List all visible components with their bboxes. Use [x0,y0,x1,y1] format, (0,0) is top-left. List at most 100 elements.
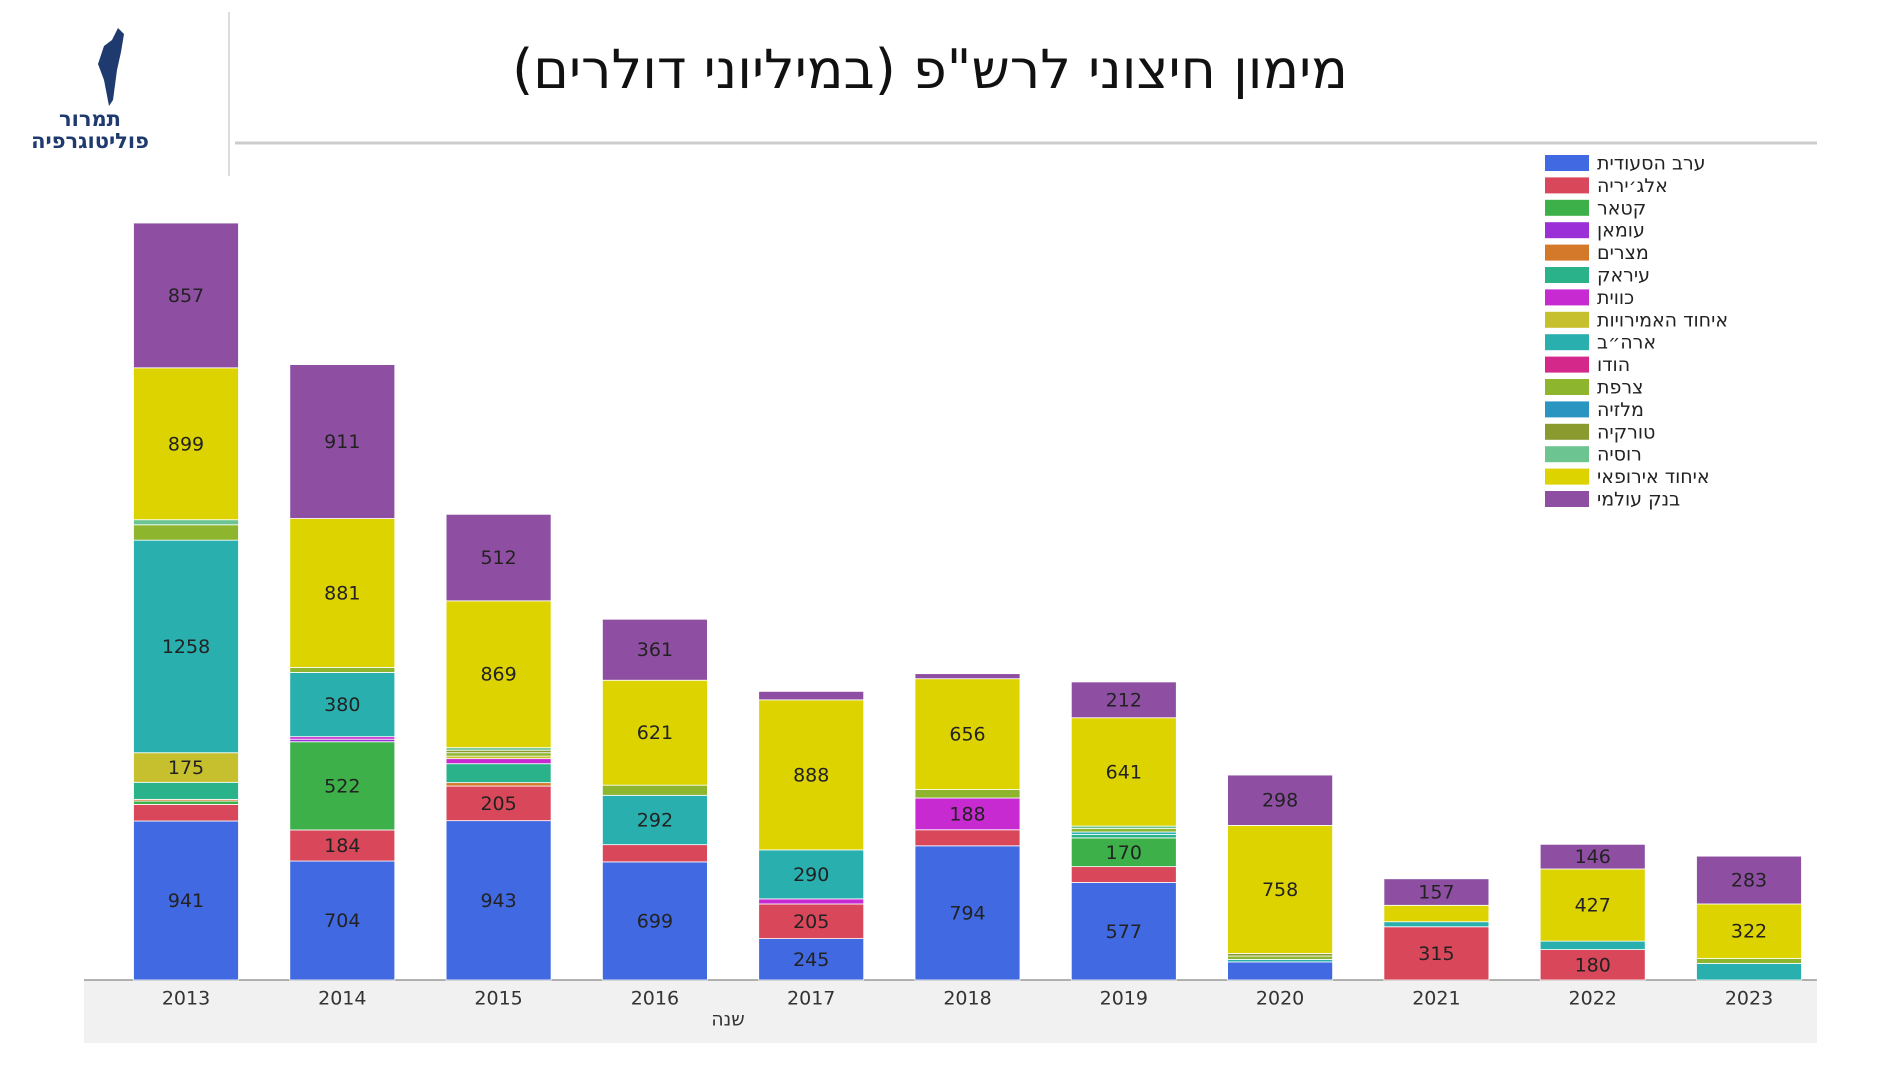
legend-swatch [1545,334,1589,351]
value-label: 292 [637,809,673,831]
legend-label: צרפת [1597,377,1643,399]
bar-segment [914,829,1021,847]
value-label: 380 [324,694,360,716]
value-label: 641 [1106,761,1142,783]
bar-segment [1227,955,1333,960]
legend-label: עומאן [1597,220,1645,242]
legend-label: קטאר [1597,197,1646,219]
legend-swatch [1545,155,1589,171]
bar-segment [602,618,708,681]
bar-segment [1539,940,1646,950]
bar-segment [445,758,552,765]
value-label: 794 [949,902,985,924]
x-tick-label: 2023 [1725,988,1773,1010]
x-axis-band [84,980,1817,1043]
legend-swatch [1545,222,1589,239]
legend-label: הודו [1597,354,1630,376]
legend-swatch [1545,199,1589,216]
legend-swatch [1545,356,1589,373]
value-label: 758 [1262,879,1298,901]
legend-label: טורקיה [1597,421,1655,443]
bar-segment [133,222,239,369]
bar-segment [289,860,396,981]
value-label: 315 [1418,943,1454,965]
bar-segment [1070,837,1177,868]
legend-swatch [1545,311,1589,328]
bar-segment [1696,903,1802,959]
bar-segment [1227,774,1333,826]
bar-segment [1539,843,1646,870]
chart-title: מימון חיצוני לרש"פ (במיליוני דולרים) [512,38,1348,101]
bar-segment [1070,866,1177,883]
bar-segment [289,741,396,831]
legend-swatch [1545,423,1589,440]
bar-segment [445,752,552,757]
value-label: 888 [793,764,829,786]
value-label: 704 [324,910,360,932]
legend-label: בנק עולמי [1597,489,1680,511]
bar-segment [1070,834,1177,839]
x-tick-label: 2017 [787,988,835,1010]
value-label: 522 [324,775,360,797]
value-label: 146 [1575,846,1611,868]
value-label: 212 [1106,689,1142,711]
legend-label: רוסיה [1597,444,1642,466]
legend-label: עיראק [1597,265,1650,287]
bar-segment [758,903,865,940]
bar-segment [445,785,552,822]
bar-segment [289,666,396,673]
legend-swatch [1545,379,1589,395]
bar-segment [1696,957,1802,964]
value-label: 943 [480,890,516,912]
bar-segment [602,844,708,863]
bar-segment [1696,963,1802,981]
bar-segment [1696,855,1802,905]
bar-segment [1070,717,1177,827]
value-label: 857 [168,285,204,307]
bar-segment [914,678,1021,790]
value-label: 175 [168,757,204,779]
bar-segment [289,829,396,862]
logo-line: פוליטוגרפיה [31,129,149,153]
value-label: 184 [324,835,360,857]
legend-swatch [1545,401,1589,418]
x-tick-label: 2019 [1100,988,1148,1010]
bar-segment [602,679,708,786]
x-tick-label: 2020 [1256,988,1304,1010]
value-label: 911 [324,431,360,453]
bar-segment [758,699,865,851]
x-tick-label: 2016 [631,988,679,1010]
bar-segment [1539,949,1646,981]
value-label: 361 [637,639,673,661]
value-label: 290 [793,864,829,886]
legend-label: איחוד האמירויות [1597,309,1728,331]
legend-label: ערב הסעודית [1597,153,1706,175]
bar-segment [602,784,708,796]
legend-label: מצרים [1597,242,1649,264]
bar-segment [445,820,552,981]
bar-segment [133,804,239,822]
x-tick-label: 2013 [162,988,210,1010]
value-label: 1258 [162,636,210,658]
value-label: 577 [1106,921,1142,943]
x-tick-label: 2021 [1412,988,1460,1010]
legend-label: מלזיה [1597,399,1644,421]
bar-segment [133,800,239,805]
x-axis-label: שנה [711,1009,744,1031]
legend-swatch [1545,244,1589,261]
legend-label: ארה״ב [1597,332,1656,354]
value-label: 699 [637,910,673,932]
bar-segment [914,789,1021,799]
value-label: 205 [793,911,829,933]
bar-segment [133,752,239,783]
value-label: 188 [949,803,985,825]
legend-label: אלג׳יריה [1597,175,1668,197]
bar-segment [1227,961,1333,981]
value-label: 205 [480,793,516,815]
value-label: 245 [793,949,829,971]
legend-swatch [1545,491,1589,507]
bar-segment [1383,926,1490,981]
bar-segment [914,797,1021,831]
